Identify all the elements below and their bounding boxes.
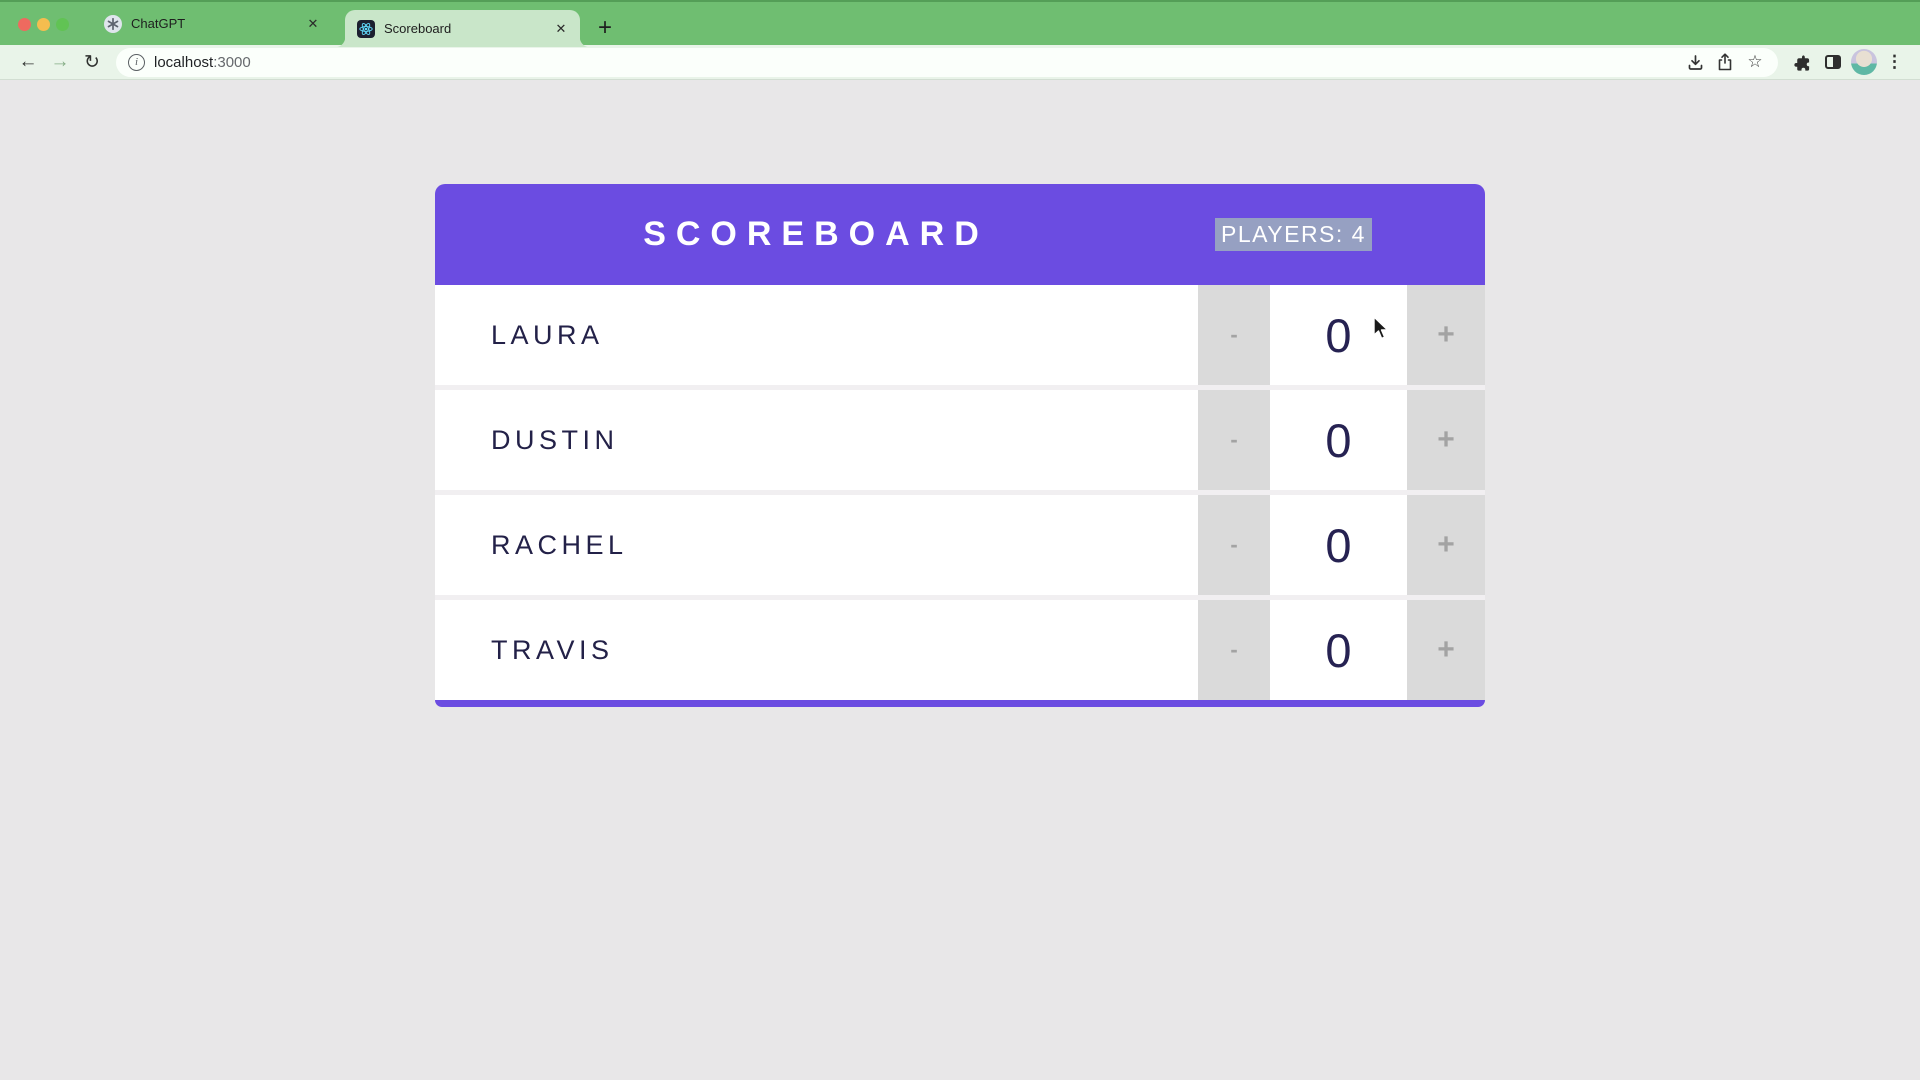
- table-row: RACHEL - 0 +: [435, 495, 1485, 595]
- share-icon[interactable]: [1710, 49, 1740, 75]
- decrement-button[interactable]: -: [1198, 390, 1270, 490]
- downloads-icon[interactable]: [1680, 49, 1710, 75]
- minus-icon: -: [1230, 427, 1238, 452]
- extensions-icon[interactable]: [1786, 48, 1817, 76]
- close-window-button[interactable]: [18, 18, 31, 31]
- minimize-window-button[interactable]: [37, 18, 50, 31]
- decrement-button[interactable]: -: [1198, 600, 1270, 700]
- increment-button[interactable]: +: [1407, 495, 1485, 595]
- player-rows: LAURA - 0 + DUSTIN - 0 +: [435, 285, 1485, 700]
- new-tab-button[interactable]: +: [597, 14, 612, 41]
- players-count[interactable]: PLAYERS: 4: [1215, 184, 1372, 285]
- plus-icon: +: [1437, 423, 1455, 456]
- table-row: LAURA - 0 +: [435, 285, 1485, 385]
- tab-label: Scoreboard: [384, 21, 452, 36]
- player-score: 0: [1270, 390, 1407, 490]
- plus-icon: +: [1437, 633, 1455, 666]
- back-icon[interactable]: ←: [18, 51, 38, 72]
- tab-scoreboard[interactable]: Scoreboard ✕: [335, 10, 590, 47]
- close-tab-icon[interactable]: ✕: [555, 20, 567, 36]
- players-count-selected-text: PLAYERS: 4: [1215, 218, 1372, 251]
- forward-icon[interactable]: →: [50, 51, 70, 72]
- tab-chatgpt[interactable]: ChatGPT ✕: [90, 2, 332, 45]
- decrement-button[interactable]: -: [1198, 495, 1270, 595]
- decrement-button[interactable]: -: [1198, 285, 1270, 385]
- scoreboard-card: SCOREBOARD PLAYERS: 4 LAURA - 0 +: [435, 184, 1485, 707]
- player-name: DUSTIN: [435, 390, 1198, 490]
- card-bottom-border: [435, 700, 1485, 707]
- react-logo-icon: [357, 19, 375, 38]
- plus-icon: +: [1437, 528, 1455, 561]
- zoom-window-button[interactable]: [56, 18, 69, 31]
- player-name: TRAVIS: [435, 600, 1198, 700]
- site-info-icon[interactable]: i: [128, 53, 145, 71]
- menu-dots-icon[interactable]: ⋮: [1886, 52, 1903, 71]
- tab-label: ChatGPT: [131, 16, 186, 31]
- tab-strip: ChatGPT ✕ Scoreboard ✕ +: [0, 0, 1920, 47]
- minus-icon: -: [1230, 637, 1238, 662]
- table-row: DUSTIN - 0 +: [435, 390, 1485, 490]
- avatar-image: [1850, 49, 1877, 75]
- browser-toolbar: ← → ↻ i localhost :3000: [0, 45, 1920, 80]
- side-panel-icon[interactable]: [1817, 48, 1848, 76]
- profile-avatar[interactable]: [1848, 48, 1879, 76]
- reload-icon[interactable]: ↻: [84, 51, 100, 73]
- toolbar-right: ⋮: [1786, 48, 1910, 76]
- page-content: SCOREBOARD PLAYERS: 4 LAURA - 0 +: [0, 80, 1920, 1077]
- openai-logo-icon: [104, 14, 122, 33]
- minus-icon: -: [1230, 532, 1238, 557]
- increment-button[interactable]: +: [1407, 390, 1485, 490]
- page-title: SCOREBOARD: [643, 215, 989, 253]
- url-port: :3000: [213, 53, 251, 71]
- player-score: 0: [1270, 495, 1407, 595]
- bookmark-star-icon[interactable]: ☆: [1747, 52, 1763, 71]
- table-row: TRAVIS - 0 +: [435, 600, 1485, 700]
- increment-button[interactable]: +: [1407, 285, 1485, 385]
- url-host: localhost: [154, 53, 214, 71]
- close-tab-icon[interactable]: ✕: [307, 15, 319, 31]
- window-controls: [18, 2, 69, 47]
- minus-icon: -: [1230, 322, 1238, 347]
- player-score: 0: [1270, 600, 1407, 700]
- mouse-cursor: [1373, 316, 1389, 340]
- scoreboard-header: SCOREBOARD PLAYERS: 4: [435, 184, 1485, 285]
- player-name: RACHEL: [435, 495, 1198, 595]
- player-name: LAURA: [435, 285, 1198, 385]
- address-bar[interactable]: i localhost :3000: [116, 47, 1778, 77]
- increment-button[interactable]: +: [1407, 600, 1485, 700]
- plus-icon: +: [1437, 318, 1455, 351]
